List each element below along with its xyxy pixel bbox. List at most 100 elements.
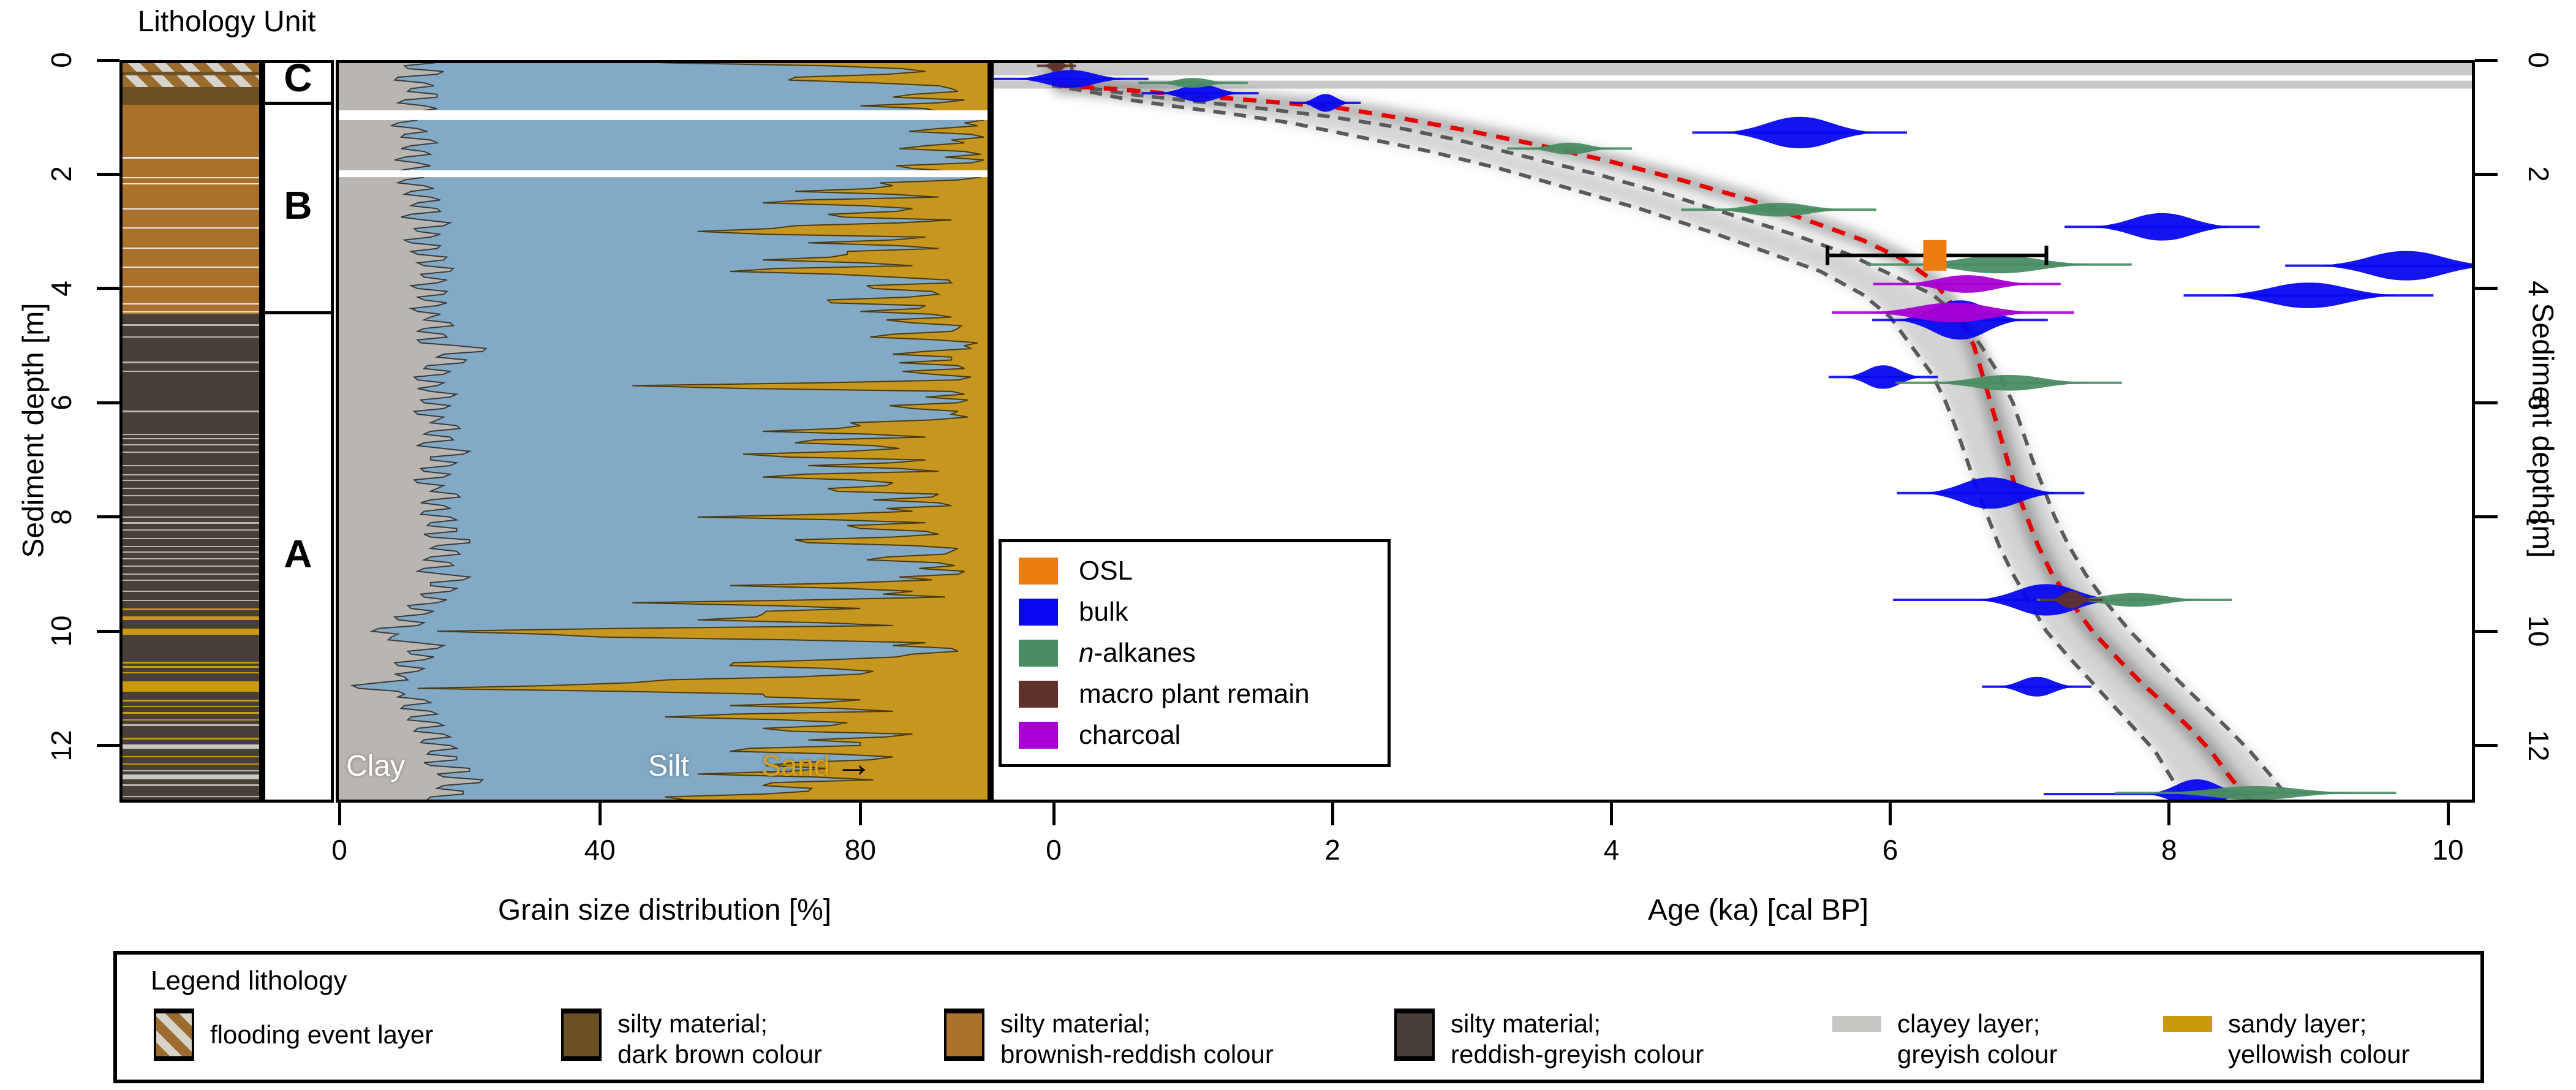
litho-layer <box>123 608 259 610</box>
litho-layer <box>123 666 259 668</box>
age-x-tick <box>2167 803 2171 825</box>
litho-layer <box>123 71 259 76</box>
lithology-legend: Legend lithology flooding event layer si… <box>113 951 2484 1083</box>
legend-label: flooding event layer <box>210 1020 434 1049</box>
age-x-tick <box>1889 803 1892 825</box>
lithology-column <box>119 60 262 803</box>
osl-swatch <box>1019 558 1058 585</box>
grain-size-plot: Clay Silt Sand → <box>336 60 991 803</box>
litho-layer <box>123 724 259 727</box>
age-x-tick <box>1331 803 1334 825</box>
tick-label: 12 <box>45 730 77 762</box>
tick-label: 0 <box>1046 834 1062 866</box>
litho-layer <box>123 438 259 440</box>
litho-layer <box>123 183 259 185</box>
tick-label: 8 <box>2523 509 2555 525</box>
litho-layer <box>123 311 259 313</box>
litho-layer <box>123 573 259 575</box>
unit-label-C: C <box>284 60 312 100</box>
tick-label: 8 <box>2161 834 2177 866</box>
tick-label: 2 <box>1324 834 1340 866</box>
brownish-reddish-swatch <box>944 1009 984 1061</box>
legend-label: clayey layer; greyish colour <box>1897 1009 2058 1069</box>
litho-layer <box>123 516 259 518</box>
litho-layer <box>123 157 259 159</box>
litho-layer <box>123 247 259 249</box>
legend-item-nalkanes: n-alkanes <box>1019 638 1388 668</box>
litho-layer <box>123 324 259 326</box>
litho-layer <box>123 371 259 373</box>
tick-label: 0 <box>2523 52 2555 68</box>
tick-label: 2 <box>45 166 77 183</box>
legend-item-osl: OSL <box>1019 556 1388 586</box>
clayey-swatch <box>1832 1016 1881 1032</box>
litho-layer <box>123 672 259 674</box>
grain-x-tick <box>338 803 341 825</box>
legend-item-clayey: clayey layer; greyish colour <box>1832 1009 2057 1070</box>
litho-layer <box>123 504 259 506</box>
litho-layer <box>123 208 259 210</box>
legend-item-sandy: sandy layer; yellowish colour <box>2163 1009 2409 1070</box>
litho-layer <box>123 681 259 692</box>
left-depth-tick <box>97 172 119 176</box>
flooding-swatch <box>154 1009 194 1061</box>
unit-label-A: A <box>284 532 312 577</box>
litho-layer <box>123 580 259 581</box>
age-x-tick <box>1052 803 1056 825</box>
legend-item-brownish-reddish: silty material; brownish-reddish colour <box>944 1009 1274 1070</box>
grain-axis-title: Grain size distribution [%] <box>497 894 832 926</box>
right-depth-tick <box>2475 515 2498 519</box>
unit-box-B <box>265 105 331 314</box>
sandy-swatch <box>2163 1016 2212 1032</box>
litho-layer <box>123 763 259 765</box>
sand-arrow-icon: → <box>835 743 873 785</box>
litho-layer <box>123 63 259 72</box>
litho-layer <box>123 628 259 635</box>
litho-layer <box>123 227 259 229</box>
lithology-legend-title: Legend lithology <box>151 966 347 996</box>
right-depth-tick <box>2475 401 2498 404</box>
legend-label: silty material; dark brown colour <box>618 1009 822 1069</box>
tick-label: 10 <box>45 615 77 647</box>
litho-layer <box>123 705 259 708</box>
litho-layer <box>123 538 259 540</box>
right-depth-tick <box>2475 287 2498 290</box>
litho-layer <box>123 444 259 445</box>
legend-item-flooding: flooding event layer <box>154 1009 433 1061</box>
tick-label: 12 <box>2523 730 2555 762</box>
litho-layer <box>123 361 259 364</box>
tick-label: 4 <box>1603 834 1620 866</box>
legend-item-charcoal: charcoal <box>1019 720 1388 751</box>
litho-layer <box>123 267 259 268</box>
left-depth-tick <box>97 515 119 519</box>
reddish-greyish-swatch <box>1394 1009 1435 1061</box>
tick-label: 2 <box>2523 166 2555 183</box>
grain-x-tick <box>858 803 862 825</box>
litho-layer <box>123 558 259 559</box>
unit-box-A <box>265 314 331 800</box>
litho-layer <box>123 495 259 497</box>
litho-layer <box>123 774 259 779</box>
unit-label-B: B <box>284 183 312 227</box>
tick-label: 8 <box>45 509 77 525</box>
lithology-title: Lithology Unit <box>137 6 316 38</box>
litho-layer <box>123 719 259 721</box>
litho-layer <box>123 451 259 453</box>
tick-label: 4 <box>45 281 77 297</box>
legend-label: charcoal <box>1079 719 1181 750</box>
tick-label: 6 <box>2523 395 2555 411</box>
bulk-swatch <box>1019 599 1058 626</box>
dark-brown-swatch <box>561 1009 602 1061</box>
unit-column: C B A <box>262 60 334 803</box>
tick-label: 10 <box>2523 615 2555 647</box>
legend-item-bulk: bulk <box>1019 597 1388 627</box>
legend-label: silty material; reddish-greyish colour <box>1451 1009 1704 1069</box>
litho-layer <box>123 75 259 87</box>
nalkanes-swatch <box>1019 639 1058 667</box>
tick-label: 6 <box>1882 834 1898 866</box>
legend-item-dark-brown: silty material; dark brown colour <box>561 1009 822 1070</box>
litho-layer <box>123 784 259 786</box>
tick-label: 0 <box>45 52 77 68</box>
age-legend: OSL bulk n-alkanes macro plant remain ch… <box>999 539 1391 767</box>
